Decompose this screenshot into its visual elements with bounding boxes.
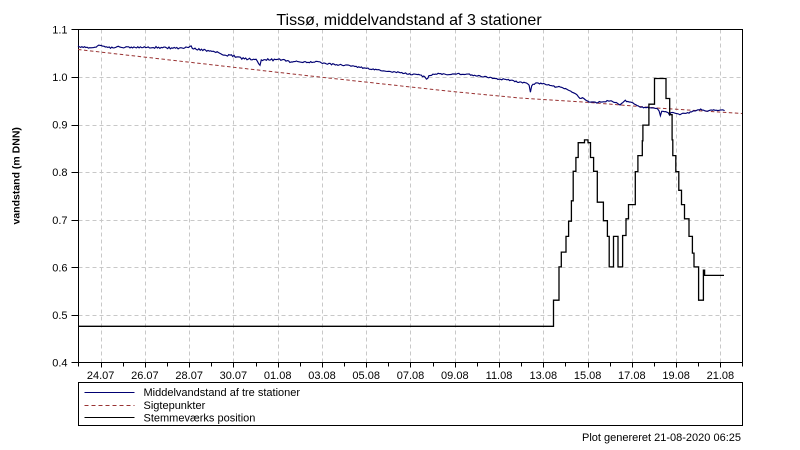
svg-text:1.0: 1.0 [52, 72, 67, 84]
svg-text:Stemmeværks position: Stemmeværks position [144, 413, 256, 425]
svg-text:0.7: 0.7 [52, 215, 67, 227]
svg-text:05.08: 05.08 [352, 370, 380, 382]
svg-text:24.07: 24.07 [87, 370, 115, 382]
svg-text:Sigtepunkter: Sigtepunkter [144, 400, 206, 412]
svg-text:03.08: 03.08 [308, 370, 336, 382]
svg-text:07.08: 07.08 [397, 370, 425, 382]
svg-text:19.08: 19.08 [662, 370, 690, 382]
svg-text:01.08: 01.08 [264, 370, 292, 382]
svg-text:13.08: 13.08 [530, 370, 558, 382]
svg-text:26.07: 26.07 [131, 370, 159, 382]
svg-text:0.4: 0.4 [52, 358, 67, 370]
svg-text:21.08: 21.08 [707, 370, 735, 382]
svg-text:15.08: 15.08 [574, 370, 602, 382]
svg-text:0.8: 0.8 [52, 167, 67, 179]
svg-text:Plot genereret 21-08-2020 06:2: Plot genereret 21-08-2020 06:25 [582, 432, 741, 444]
svg-text:0.5: 0.5 [52, 310, 67, 322]
svg-text:11.08: 11.08 [486, 370, 513, 382]
svg-text:28.07: 28.07 [175, 370, 203, 382]
svg-text:vandstand (m DNN): vandstand (m DNN) [11, 127, 23, 224]
svg-text:0.6: 0.6 [52, 262, 67, 274]
svg-text:0.9: 0.9 [52, 120, 67, 132]
svg-text:09.08: 09.08 [441, 370, 469, 382]
svg-text:1.1: 1.1 [52, 25, 67, 37]
svg-text:Tissø, middelvandstand af 3 st: Tissø, middelvandstand af 3 stationer [276, 12, 542, 29]
svg-text:30.07: 30.07 [220, 370, 248, 382]
svg-text:17.08: 17.08 [618, 370, 646, 382]
svg-text:Middelvandstand af tre station: Middelvandstand af tre stationer [144, 387, 301, 399]
